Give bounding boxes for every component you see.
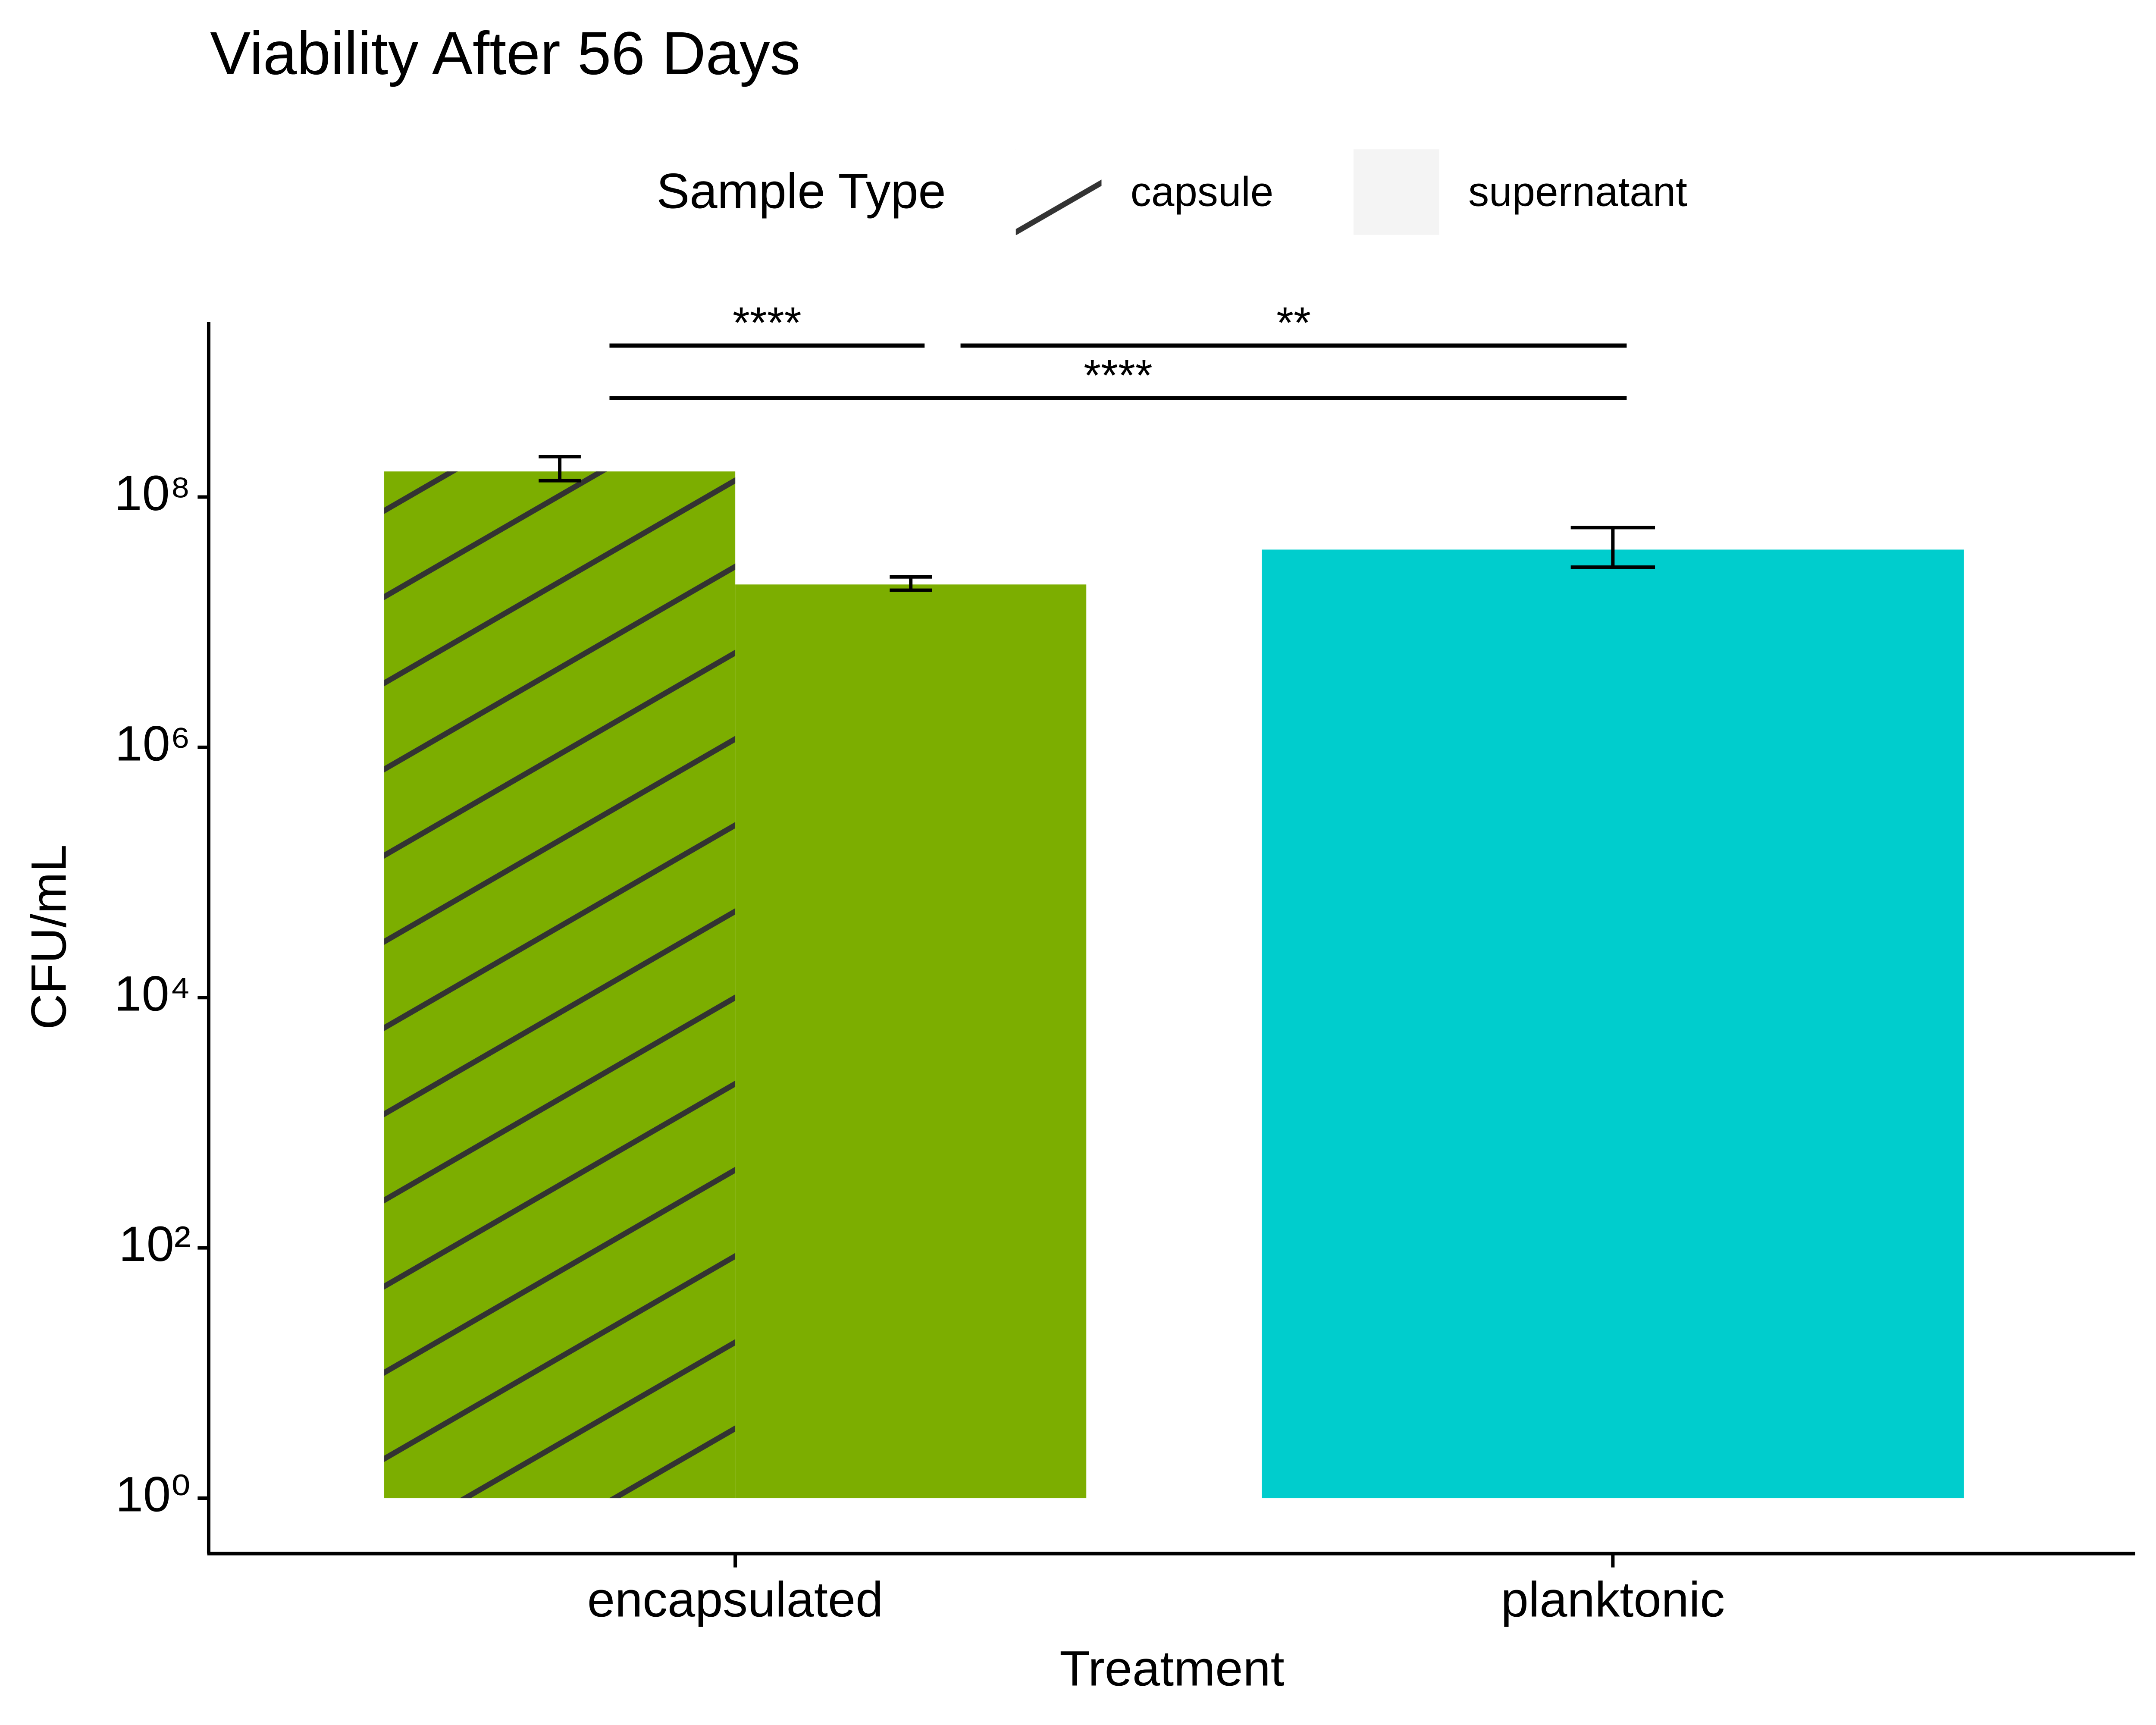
legend-key [1354, 149, 1439, 235]
legend-label: supernatant [1468, 169, 1687, 215]
significance-label: ** [1276, 298, 1311, 348]
y-tick-label: 10⁰ [116, 1467, 191, 1522]
error-bar [539, 455, 581, 483]
error-bar [1570, 526, 1655, 569]
x-axis-label: Treatment [1059, 1641, 1285, 1697]
x-tick-label: planktonic [1501, 1572, 1725, 1627]
y-tick-label: 10⁸ [114, 466, 191, 521]
y-axis-label: CFU/mL [21, 844, 76, 1029]
y-tick-label: 10² [119, 1217, 191, 1272]
y-tick-label: 10⁴ [114, 966, 191, 1022]
legend-label: capsule [1131, 169, 1273, 215]
bar [735, 584, 1087, 1499]
x-tick-label: encapsulated [587, 1572, 883, 1627]
significance-label: **** [733, 298, 802, 348]
bar [1262, 549, 1964, 1499]
legend-key-hatch [1015, 149, 1102, 235]
legend-title: Sample Type [656, 163, 946, 219]
bar-hatch [384, 471, 736, 1499]
y-tick-label: 10⁶ [115, 716, 191, 771]
chart-title: Viability After 56 Days [210, 19, 800, 87]
significance-label: **** [1084, 350, 1153, 400]
error-bar [890, 575, 932, 592]
